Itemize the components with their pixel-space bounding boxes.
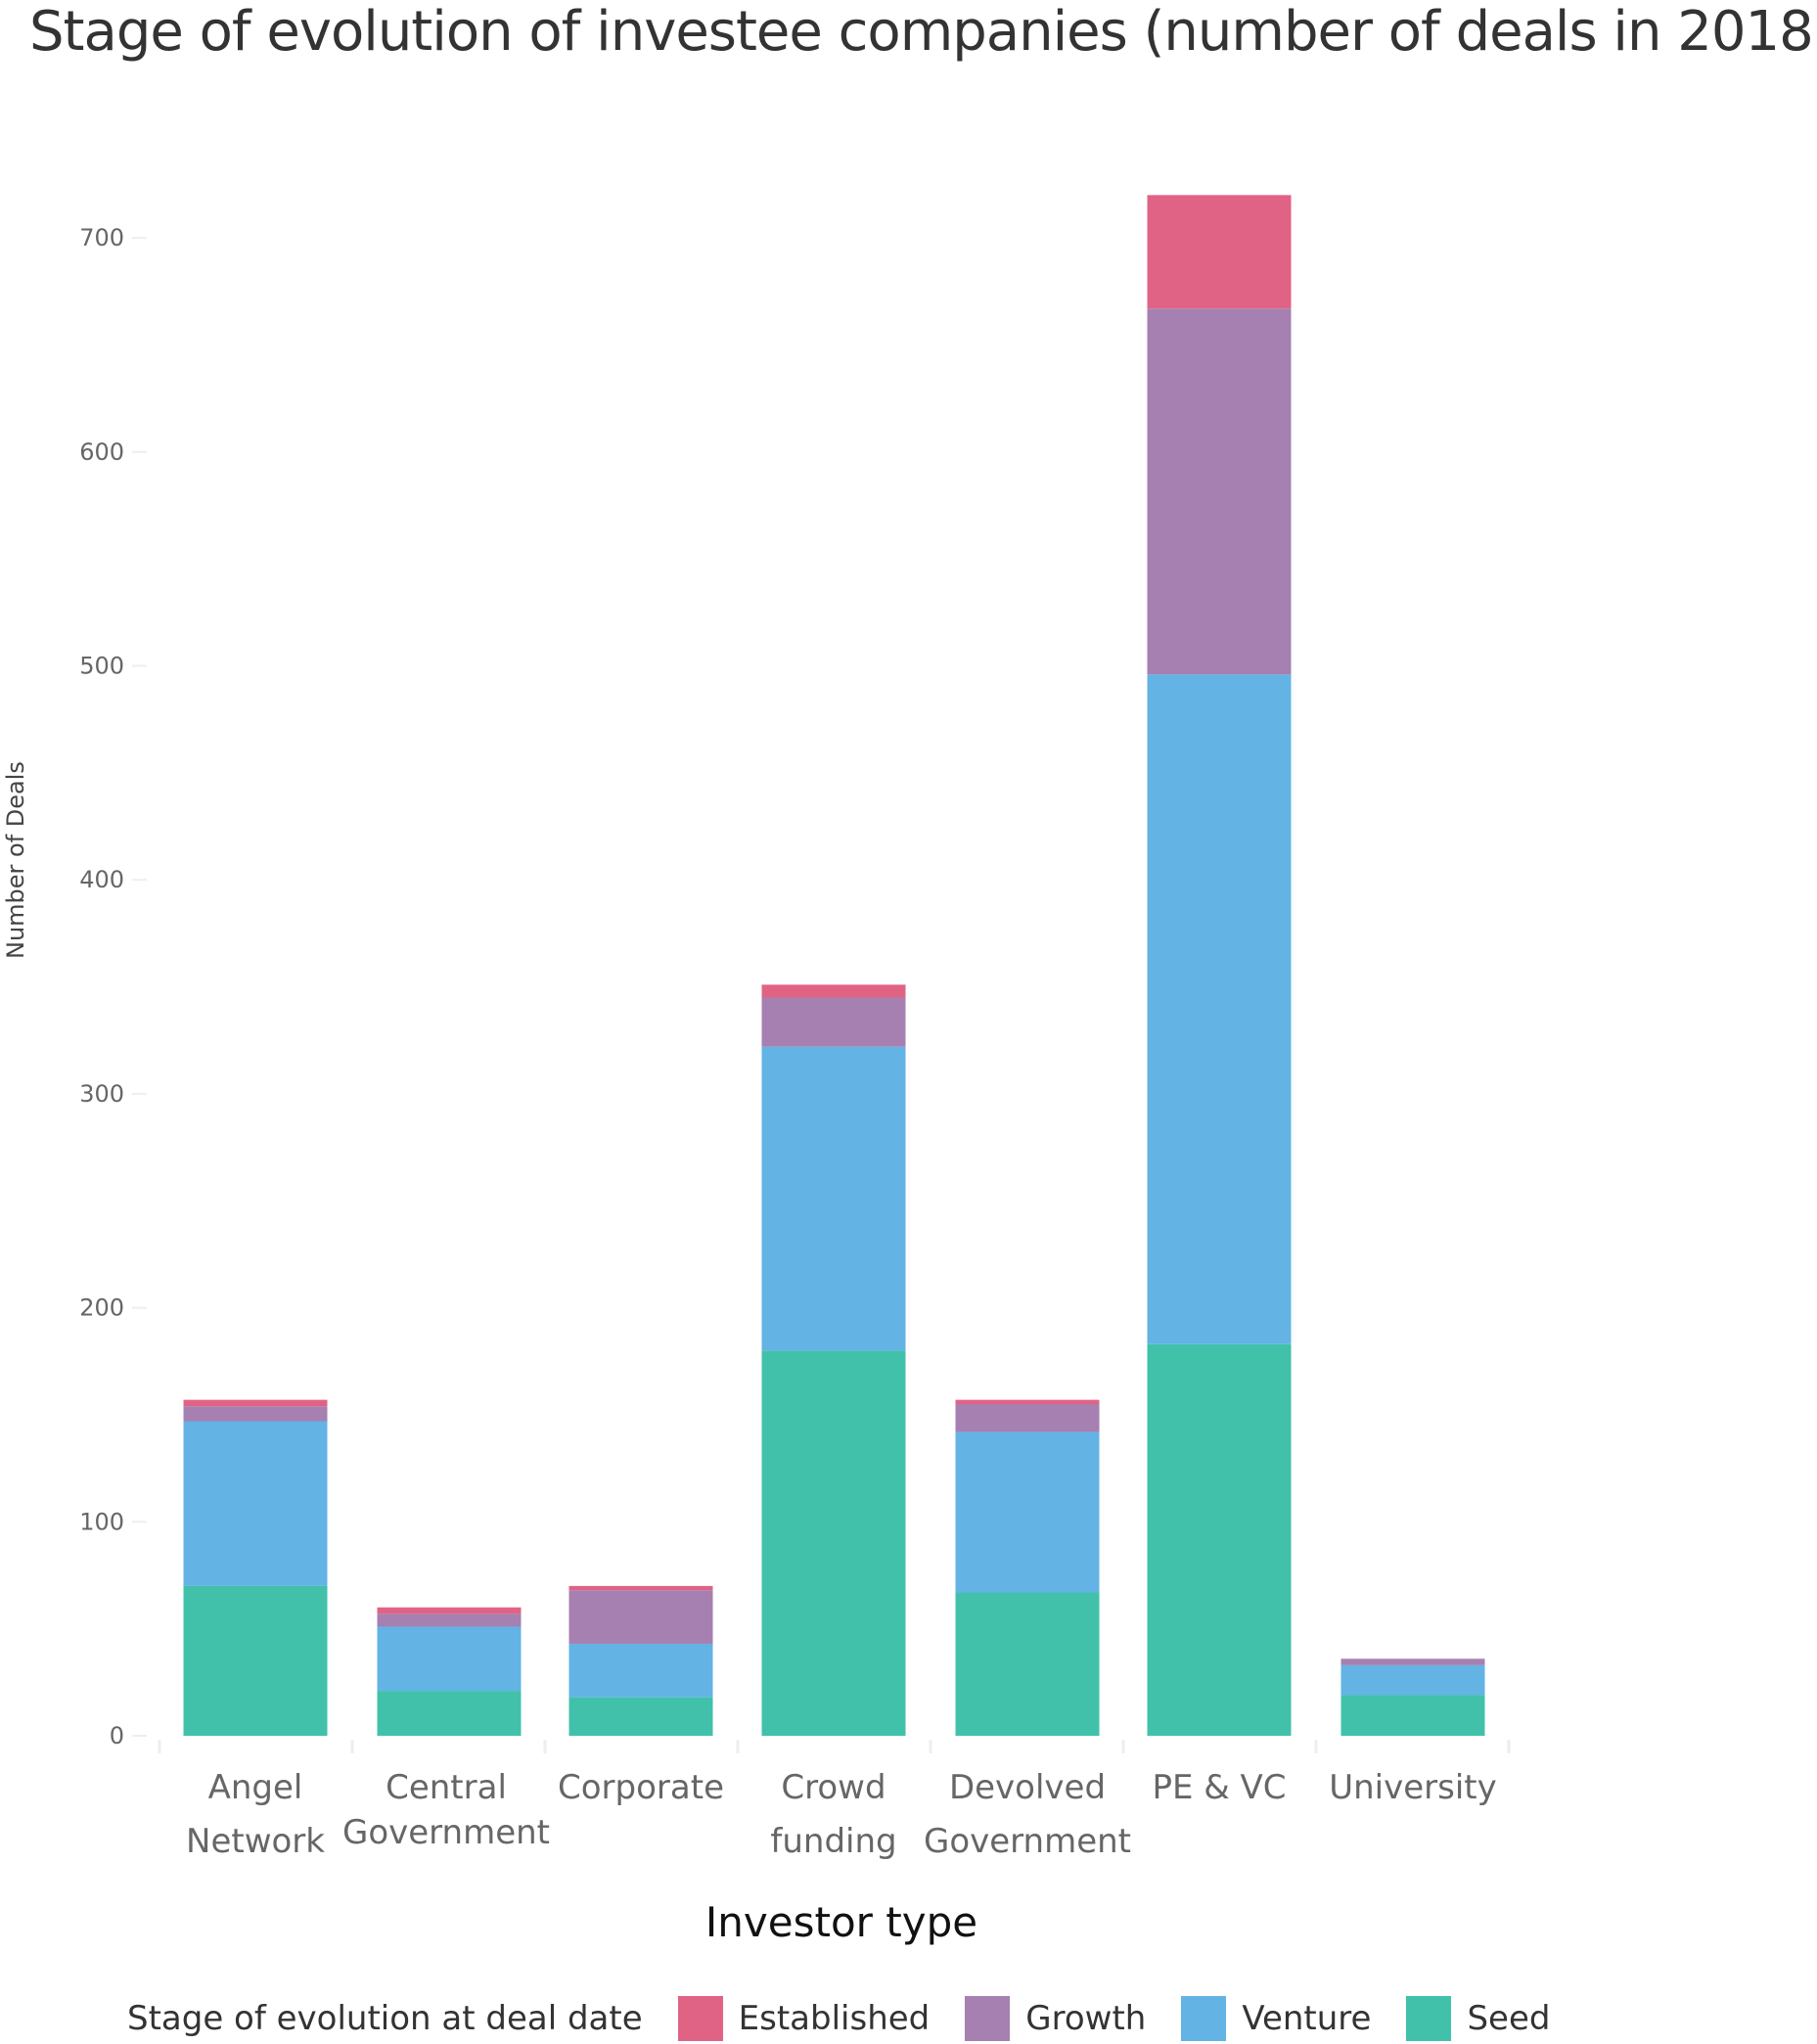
bar-segment-established <box>955 1399 1100 1405</box>
bar-segment-growth <box>1147 308 1292 675</box>
bar-segment-venture <box>568 1643 713 1698</box>
legend-swatch <box>1406 1996 1452 2041</box>
bar-segment-venture <box>183 1421 328 1586</box>
bar-segment-seed <box>1147 1343 1292 1736</box>
x-tick-label: Central <box>386 1768 507 1807</box>
bar-segment-established <box>568 1585 713 1591</box>
x-tick-label: University <box>1329 1768 1497 1807</box>
legend-item-venture: Venture <box>1181 1996 1371 2041</box>
bar-segment-established <box>183 1399 328 1407</box>
x-tick-label: Network <box>186 1822 325 1861</box>
y-tick-label: 100 <box>79 1508 124 1535</box>
x-tick-label: Angel <box>208 1768 303 1807</box>
bar-segment-growth <box>568 1590 713 1644</box>
y-tick-label: 200 <box>79 1295 124 1322</box>
legend-item-established: Established <box>677 1996 931 2041</box>
bar-segment-venture <box>1340 1664 1485 1696</box>
bar-segment-growth <box>377 1613 522 1627</box>
legend-item-growth: Growth <box>965 1996 1146 2041</box>
y-tick-label: 0 <box>110 1722 124 1749</box>
legend-swatch <box>1181 1996 1227 2041</box>
bar-segment-seed <box>1340 1695 1485 1736</box>
y-tick-label: 700 <box>79 224 124 251</box>
x-tick-label: funding <box>770 1822 896 1861</box>
x-tick-label: Government <box>342 1813 550 1852</box>
legend-item-seed: Seed <box>1406 1996 1550 2041</box>
y-tick-label: 500 <box>79 653 124 680</box>
legend: Stage of evolution at deal date Establis… <box>127 1996 1550 2041</box>
legend-swatch <box>677 1996 723 2041</box>
y-tick-label: 600 <box>79 438 124 466</box>
legend-label: Venture <box>1242 1999 1372 2038</box>
bar-segment-venture <box>377 1626 522 1692</box>
bar-segment-established <box>761 984 906 998</box>
legend-label: Growth <box>1025 1999 1147 2038</box>
bar-segment-venture <box>955 1431 1100 1593</box>
bar-segment-growth <box>1340 1658 1485 1665</box>
bar-segment-established <box>1147 195 1292 309</box>
bar-segment-venture <box>761 1046 906 1351</box>
y-tick-label: 300 <box>79 1080 124 1108</box>
bar-segment-growth <box>955 1404 1100 1432</box>
bar-segment-seed <box>183 1585 328 1736</box>
legend-swatch <box>965 1996 1011 2041</box>
x-axis-label: Investor type <box>704 1898 978 1946</box>
x-tick-label: PE & VC <box>1152 1768 1286 1807</box>
legend-label: Seed <box>1467 1999 1551 2038</box>
bar-segment-venture <box>1147 674 1292 1344</box>
x-tick-label: Corporate <box>558 1768 724 1807</box>
legend-title: Stage of evolution at deal date <box>127 1999 643 2038</box>
bar-segment-growth <box>183 1406 328 1422</box>
x-tick-label: Devolved <box>949 1768 1106 1807</box>
chart-title: Stage of evolution of investee companies… <box>29 0 1817 64</box>
bar-segment-established <box>377 1607 522 1614</box>
legend-label: Established <box>738 1999 931 2038</box>
bar-segment-seed <box>568 1697 713 1736</box>
y-axis-label: Number of Deals <box>2 761 29 959</box>
bar-segment-seed <box>955 1592 1100 1736</box>
bar-segment-seed <box>761 1350 906 1736</box>
y-tick-label: 400 <box>79 866 124 893</box>
bar-segment-growth <box>761 997 906 1047</box>
x-tick-label: Crowd <box>781 1768 886 1807</box>
x-tick-label: Government <box>924 1822 1131 1861</box>
bar-segment-seed <box>377 1691 522 1736</box>
